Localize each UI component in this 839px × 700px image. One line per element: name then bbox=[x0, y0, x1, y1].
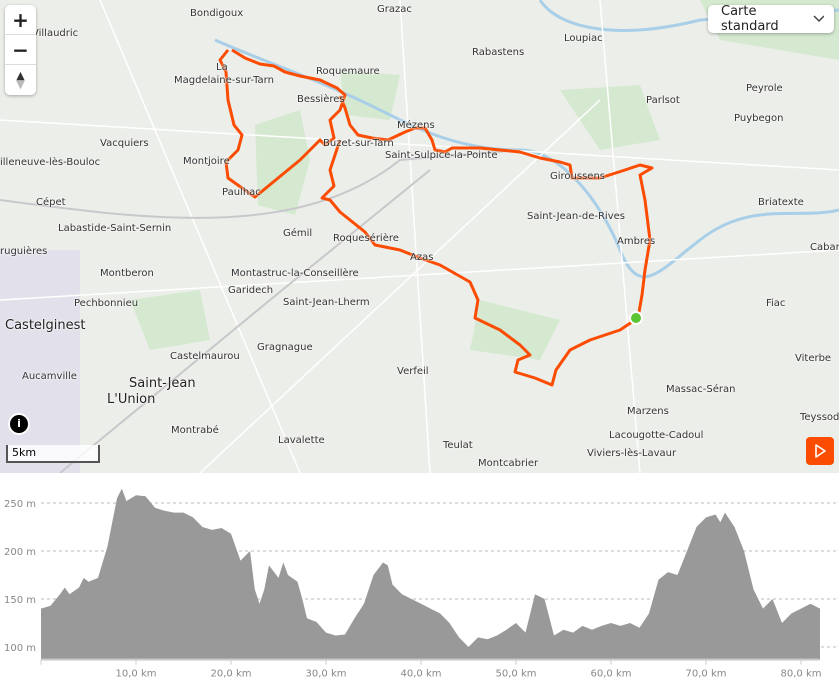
place-label: Loupiac bbox=[564, 33, 603, 44]
place-label: Montastruc-la-Conseillère bbox=[231, 268, 359, 279]
place-label: Briatexte bbox=[758, 197, 804, 208]
zoom-out-button[interactable]: − bbox=[5, 35, 36, 65]
place-label: Cabar bbox=[810, 242, 839, 253]
place-label: ruguières bbox=[0, 246, 48, 257]
place-label: Magdelaine-sur-Tarn bbox=[174, 75, 274, 86]
place-label: Bessières bbox=[297, 94, 345, 105]
place-label: Rabastens bbox=[472, 47, 525, 58]
place-label: Parlsot bbox=[646, 95, 680, 106]
place-label: Roquemaure bbox=[316, 66, 380, 77]
x-tick-label: 80,0 km bbox=[781, 669, 822, 680]
place-label: Fiac bbox=[766, 298, 786, 309]
elevation-area bbox=[41, 488, 820, 660]
y-tick-label: 150 m bbox=[4, 595, 36, 606]
map[interactable]: Bondigoux Grazac Villaudric Rabastens Lo… bbox=[0, 0, 839, 473]
map-scale: 5km bbox=[6, 445, 100, 463]
info-icon[interactable]: i bbox=[8, 413, 30, 435]
elevation-profile[interactable]: 100 m 150 m 200 m 250 m 10,0 km 20,0 km 30,0 k… bbox=[0, 473, 839, 700]
place-label: Labastide-Saint-Sernin bbox=[58, 223, 172, 234]
zoom-in-button[interactable]: + bbox=[5, 5, 36, 35]
place-label: Aucamville bbox=[22, 371, 77, 382]
place-label: illeneuve-lès-Bouloc bbox=[0, 157, 101, 168]
map-style-select[interactable]: Carte standard bbox=[708, 4, 834, 34]
place-label: Buzet-sur-Tarn bbox=[323, 138, 394, 149]
place-label: Saint-Sulpice-la-Pointe bbox=[385, 150, 498, 161]
play-button[interactable] bbox=[806, 437, 834, 465]
place-label: Grazac bbox=[377, 4, 412, 15]
place-label: Pechbonnieu bbox=[74, 298, 139, 309]
place-label: Massac-Séran bbox=[666, 384, 736, 395]
place-label: Saint-Jean-de-Rives bbox=[527, 211, 625, 222]
y-tick-label: 200 m bbox=[4, 547, 36, 558]
place-label: Peyrole bbox=[746, 83, 783, 94]
zoom-controls: + − ▲ ▼ bbox=[5, 5, 36, 95]
place-label: Puybegon bbox=[734, 113, 784, 124]
chevron-down-icon bbox=[813, 15, 824, 23]
x-tick-label: 40,0 km bbox=[401, 669, 442, 680]
place-label: Castelmaurou bbox=[170, 351, 240, 362]
place-label: Saint-Jean-Lherm bbox=[283, 297, 370, 308]
place-label: Teulat bbox=[443, 440, 473, 451]
place-label: Gémil bbox=[283, 228, 313, 239]
x-tick-label: 10,0 km bbox=[116, 669, 157, 680]
place-label: Bondigoux bbox=[190, 8, 244, 19]
place-label: Vacquiers bbox=[100, 138, 149, 149]
y-tick-label: 100 m bbox=[4, 643, 36, 654]
map-style-value: Carte standard bbox=[721, 4, 779, 34]
place-label: Azas bbox=[410, 252, 434, 263]
place-label: Mézens bbox=[397, 120, 435, 131]
place-label: Gragnague bbox=[257, 342, 313, 353]
place-label: Verfeil bbox=[397, 366, 429, 377]
start-marker bbox=[629, 311, 643, 325]
place-label: Montjoire bbox=[183, 156, 230, 167]
place-label: L'Union bbox=[107, 392, 156, 407]
place-label: Saint-Jean bbox=[129, 376, 196, 391]
x-tick-label: 20,0 km bbox=[211, 669, 252, 680]
x-tick-label: 70,0 km bbox=[686, 669, 727, 680]
x-tick-label: 30,0 km bbox=[306, 669, 347, 680]
place-label: Montberon bbox=[100, 268, 154, 279]
place-label: Lavalette bbox=[278, 435, 325, 446]
x-tick-label: 60,0 km bbox=[591, 669, 632, 680]
play-icon bbox=[815, 444, 826, 458]
place-label: Garidech bbox=[228, 285, 274, 296]
place-label: Paulhac bbox=[222, 187, 261, 198]
place-label: Montrabé bbox=[171, 425, 219, 436]
place-label: Roquesérière bbox=[333, 233, 399, 244]
place-label: Teyssod bbox=[800, 412, 839, 423]
place-label: Viviers-lès-Lavaur bbox=[587, 448, 677, 459]
place-label: Montcabrier bbox=[478, 458, 539, 469]
place-label: Marzens bbox=[627, 406, 669, 417]
place-label: Cépet bbox=[36, 197, 66, 208]
route-line bbox=[218, 48, 654, 387]
place-label: Giroussens bbox=[550, 171, 605, 182]
place-label: Ambres bbox=[617, 236, 656, 247]
place-label: Castelginest bbox=[5, 318, 86, 333]
place-label: Viterbe bbox=[795, 353, 832, 364]
place-label: Lacougotte-Cadoul bbox=[609, 430, 704, 441]
compass-icon[interactable]: ▲ ▼ bbox=[16, 69, 25, 91]
x-tick-label: 50,0 km bbox=[496, 669, 537, 680]
place-label: La bbox=[216, 62, 228, 73]
y-tick-label: 250 m bbox=[4, 499, 36, 510]
place-label: Villaudric bbox=[32, 28, 79, 39]
